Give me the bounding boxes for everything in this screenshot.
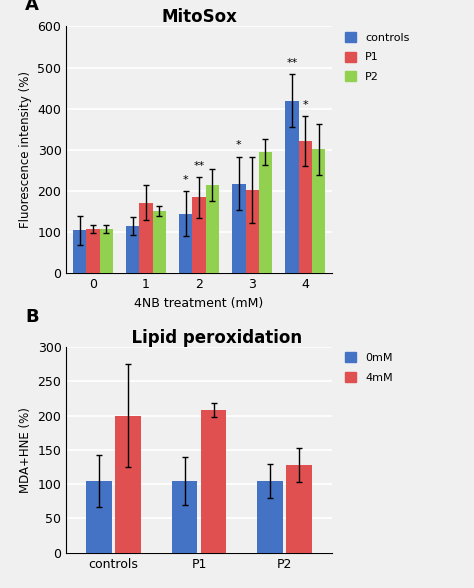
Bar bbox=[115, 416, 141, 553]
Bar bbox=[312, 149, 325, 273]
Bar bbox=[73, 230, 86, 273]
Bar bbox=[100, 229, 113, 273]
Bar bbox=[259, 152, 272, 273]
Bar bbox=[192, 197, 206, 273]
Bar bbox=[86, 481, 112, 553]
Text: *: * bbox=[183, 175, 189, 185]
Bar bbox=[285, 101, 299, 273]
Bar bbox=[299, 141, 312, 273]
Bar bbox=[257, 481, 283, 553]
Bar bbox=[246, 191, 259, 273]
Title:       Lipid peroxidation: Lipid peroxidation bbox=[97, 329, 301, 347]
Bar bbox=[86, 229, 100, 273]
Bar bbox=[232, 183, 246, 273]
Text: *: * bbox=[302, 99, 308, 109]
Legend: controls, P1, P2: controls, P1, P2 bbox=[346, 32, 410, 82]
X-axis label: 4NB treatment (mM): 4NB treatment (mM) bbox=[135, 297, 264, 310]
Bar bbox=[153, 211, 166, 273]
Bar bbox=[126, 226, 139, 273]
Bar bbox=[201, 410, 227, 553]
Text: **: ** bbox=[193, 161, 205, 171]
Text: **: ** bbox=[286, 58, 298, 68]
Bar bbox=[179, 213, 192, 273]
Text: *: * bbox=[236, 140, 242, 150]
Bar bbox=[172, 481, 197, 553]
Title: MitoSox: MitoSox bbox=[161, 8, 237, 26]
Y-axis label: Fluorescence intensity (%): Fluorescence intensity (%) bbox=[19, 71, 32, 229]
Y-axis label: MDA+HNE (%): MDA+HNE (%) bbox=[19, 407, 32, 493]
Bar bbox=[206, 185, 219, 273]
Text: A: A bbox=[25, 0, 39, 14]
Bar bbox=[139, 203, 153, 273]
Text: B: B bbox=[25, 308, 39, 326]
Legend: 0mM, 4mM: 0mM, 4mM bbox=[346, 352, 393, 383]
Bar bbox=[286, 465, 312, 553]
